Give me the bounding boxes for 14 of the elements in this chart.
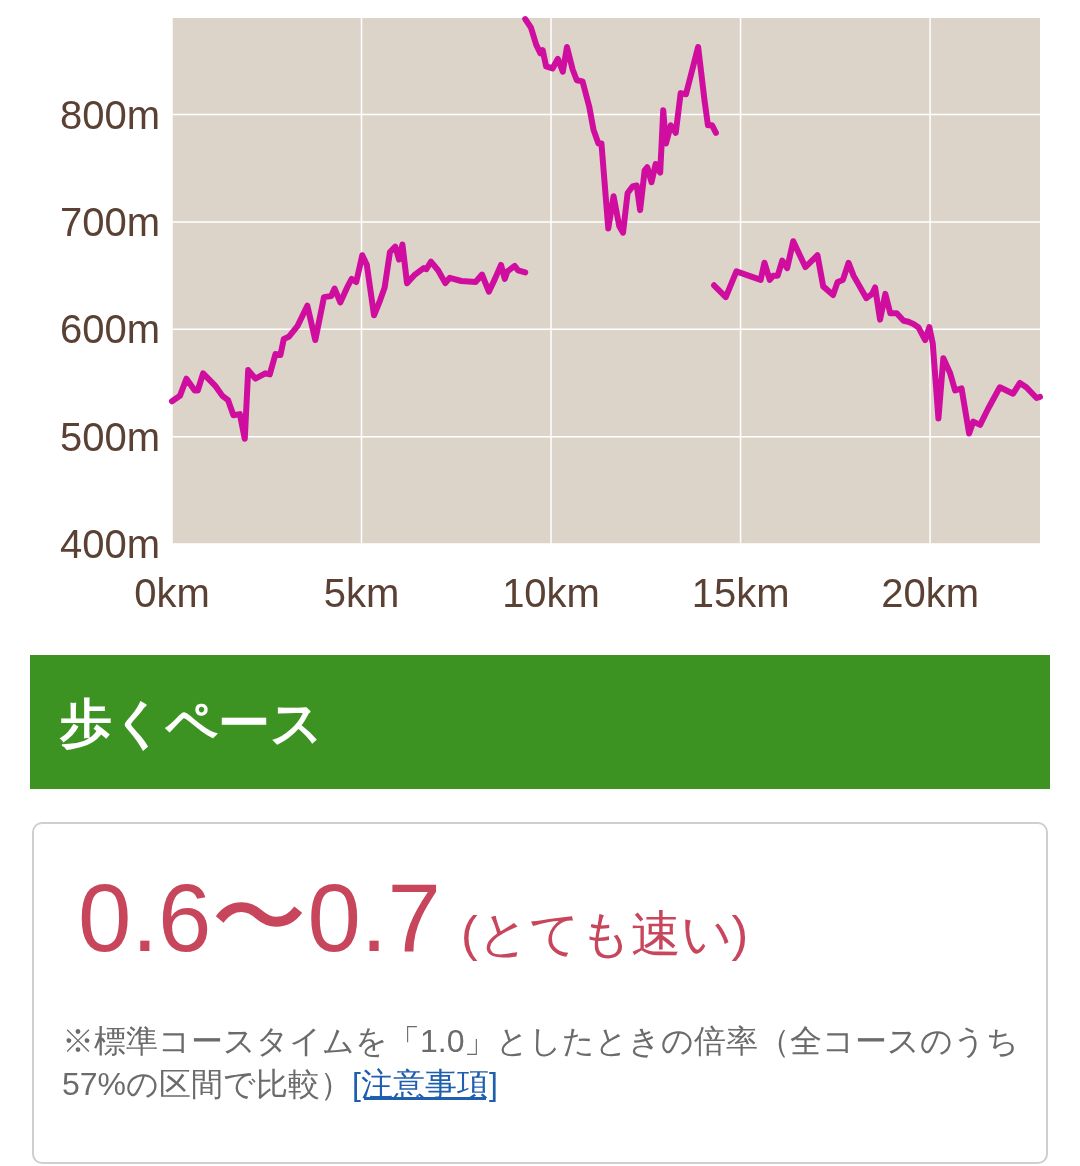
text: 歩くペース [60,693,323,753]
x-tick-label: 20km [881,571,979,615]
y-tick-label: 700m [59,199,160,244]
x-tick-label: 10km [502,571,600,615]
x-tick-label: 15km [691,571,790,615]
y-tick-label: 800m [59,92,160,137]
text: (とても速い) [460,906,749,962]
text: 0.6〜0.7 [78,864,441,971]
x-tick-label: 0km [134,571,210,615]
x-tick-label: 5km [323,571,400,615]
y-tick-label: 500m [59,414,160,459]
text: [注意事項] [352,1066,498,1102]
y-tick-label: 600m [59,307,160,352]
y-tick-label: 400m [59,522,160,566]
